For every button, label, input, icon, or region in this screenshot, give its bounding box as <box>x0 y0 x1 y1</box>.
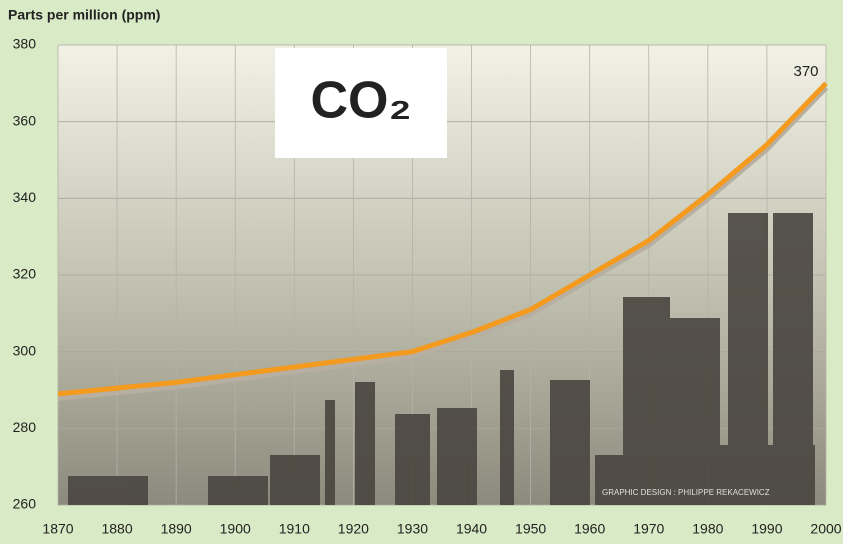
x-tick-label: 1970 <box>633 521 664 537</box>
x-tick-label: 1920 <box>338 521 369 537</box>
x-tick-label: 1940 <box>456 521 487 537</box>
y-tick-label: 340 <box>13 189 37 205</box>
x-tick-label: 1930 <box>397 521 428 537</box>
x-tick-label: 1950 <box>515 521 546 537</box>
x-tick-label: 1890 <box>161 521 192 537</box>
data-line <box>57 81 828 397</box>
x-tick-label: 1900 <box>220 521 251 537</box>
chart-title: CO₂ <box>310 72 411 130</box>
x-tick-label: 1870 <box>42 521 73 537</box>
x-tick-label: 1910 <box>279 521 310 537</box>
city-silhouette <box>68 213 815 505</box>
annotation: 370 <box>793 63 818 80</box>
y-axis-label: Parts per million (ppm) <box>8 7 160 23</box>
credit: GRAPHIC DESIGN : PHILIPPE REKACEWICZ <box>602 488 770 497</box>
x-tick-label: 1990 <box>751 521 782 537</box>
y-tick-label: 280 <box>13 419 37 435</box>
x-tick-label: 1960 <box>574 521 605 537</box>
line-shadow <box>57 85 829 401</box>
x-tick-label: 1880 <box>101 521 132 537</box>
x-tick-label: 2000 <box>810 521 841 537</box>
y-tick-label: 260 <box>13 496 37 512</box>
x-tick-label: 1980 <box>692 521 723 537</box>
y-tick-label: 300 <box>13 342 37 358</box>
y-tick-label: 360 <box>13 112 37 128</box>
y-tick-label: 380 <box>13 36 37 52</box>
y-tick-label: 320 <box>13 266 37 282</box>
title-box <box>275 48 447 158</box>
lines <box>57 81 829 401</box>
